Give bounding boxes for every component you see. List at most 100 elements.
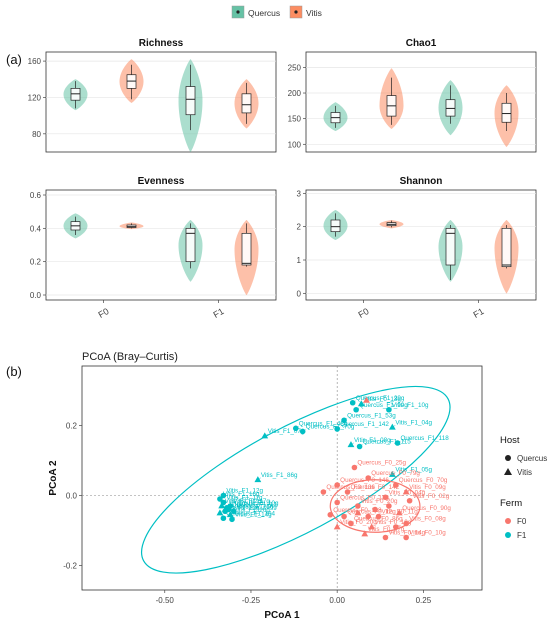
pcoa-title: PCoA (Bray–Curtis) — [82, 351, 178, 363]
y-axis-label: PCoA 2 — [48, 460, 59, 496]
box-iqr — [445, 227, 456, 266]
point-label: Vitis_F1_05g — [395, 467, 432, 474]
point-label: Vitis_F1_25g — [237, 503, 274, 510]
y-tick-label: 250 — [288, 63, 302, 72]
point-label: Quercus_F1_104 — [226, 510, 275, 517]
box-iqr — [241, 232, 252, 266]
point-label: Quercus_F0_79g — [371, 470, 420, 477]
pcoa-panel: PCoA (Bray–Curtis) -0.50 -0.25 0.00 0.25 -0.2… — [48, 351, 483, 621]
x-tick-label: 0.25 — [416, 596, 432, 605]
scatter-point-circle — [353, 406, 359, 413]
point-label: Quercus_F1_53g — [347, 412, 396, 419]
legend-ferm-title: Ferm — [500, 498, 522, 509]
point-label: Vitis_F0_07g — [368, 526, 405, 533]
box-iqr — [185, 86, 196, 116]
scatter-point-triangle — [388, 423, 396, 430]
panel-label-a: (a) — [6, 52, 22, 67]
scatter-point-circle — [372, 506, 378, 513]
scatter-point-circle — [382, 494, 389, 501]
legend-ferm-key — [505, 518, 511, 524]
x-tick-label: -0.50 — [156, 596, 175, 605]
scatter-point-circle — [403, 534, 409, 541]
point-label: Vitis_F0_13g — [364, 396, 401, 403]
scatter-point-triangle — [363, 396, 370, 403]
panel-label-b: (b) — [6, 364, 22, 379]
scatter-point-circle — [341, 513, 347, 520]
y-tick-label: 0 — [297, 289, 302, 298]
x-tick-label: F0 — [356, 306, 370, 320]
point-label: Vitis_F1_04g — [395, 419, 432, 426]
legend-circle-icon — [505, 455, 511, 461]
scatter-point-triangle — [216, 509, 224, 516]
scatter-point-circle — [386, 406, 392, 413]
point-label: Quercus_F0_12g — [347, 509, 396, 516]
violin-panel-shannon: Shannon 0 1 2 3 F0 F1 — [297, 176, 537, 320]
scatter-point-circle — [320, 489, 327, 495]
point-label: Quercus_F1_48g — [299, 420, 348, 427]
violin-panel-evenness: Evenness 0.0 0.2 0.4 0.6 F0 F1 — [30, 176, 277, 320]
point-label: Quercus_F0_25g — [357, 460, 406, 467]
scatter-point-triangle — [368, 523, 376, 530]
point-label: Quercus_F1_10g — [230, 500, 279, 507]
panel-title: Chao1 — [406, 38, 437, 49]
y-tick-label: 120 — [28, 93, 42, 102]
scatter-point-triangle — [226, 511, 234, 518]
scatter-point-circle — [394, 440, 401, 446]
point-label: Vitis_F1_07g — [268, 428, 305, 435]
point-label: Quercus_F1_70g — [306, 423, 355, 430]
legend-ferm-key — [505, 532, 511, 538]
scatter-point-triangle — [388, 470, 396, 477]
point-label: Vitis_F0_10g — [375, 519, 412, 526]
y-tick-label: 0.0 — [66, 492, 78, 501]
point-label: Vitis_F1_02g — [225, 498, 262, 505]
box-iqr — [501, 227, 512, 268]
point-label: Vitis_F0_10g — [409, 530, 446, 537]
legend-host-label: Vitis — [517, 468, 532, 477]
legend-host-label: Quercus — [517, 454, 547, 463]
y-tick-label: 100 — [288, 140, 302, 149]
scatter-point-circle — [341, 417, 347, 424]
scatter-point-circle — [349, 399, 356, 406]
scatter-point-circle — [356, 443, 363, 450]
y-tick-label: 2 — [297, 223, 302, 232]
pcoa-legend: Host Quercus Vitis Ferm F0 F1 — [500, 435, 547, 540]
point-label: Vitis_F1_11g — [226, 495, 263, 502]
confidence-ellipse-f0 — [329, 479, 421, 533]
y-tick-label: 200 — [288, 89, 302, 98]
point-label: Vitis_F0_09g — [409, 484, 446, 491]
point-label: Vitis_F0_11g — [382, 509, 419, 516]
box-iqr — [241, 93, 252, 114]
scatter-point-triangle — [333, 523, 341, 530]
scatter-point-circle — [344, 489, 351, 495]
point-label: Vitis_F0_20g — [340, 519, 377, 526]
scatter-point-circle — [220, 492, 227, 499]
point-label: Quercus_F0_136 — [326, 484, 375, 491]
scatter-point-circle — [334, 482, 340, 488]
x-tick-label: -0.25 — [242, 596, 261, 605]
pcoa-frame — [81, 365, 483, 591]
y-tick-label: 1 — [297, 256, 302, 265]
scatter-point-circle — [348, 520, 354, 527]
scatter-point-circle — [403, 520, 409, 527]
violin-panel-richness: Richness 80 120 160 — [28, 38, 277, 153]
scatter-point-circle — [365, 513, 372, 520]
scatter-point-circle — [351, 464, 358, 471]
box-iqr — [185, 227, 196, 263]
point-label: Quercus_F1_90g — [359, 402, 408, 409]
legend-host-title: Host — [500, 435, 520, 446]
point-label: Vitis_F0_14g — [388, 530, 425, 537]
y-tick-label: 80 — [32, 130, 41, 139]
scatter-point-triangle — [402, 488, 410, 495]
point-label: Quercus_F1_29g — [356, 395, 405, 402]
y-tick-label: 150 — [288, 115, 302, 124]
scatter-point-circle — [292, 425, 299, 432]
scatter-point-circle — [225, 506, 232, 513]
legend-label-quercus: Quercus — [248, 8, 280, 18]
x-tick-label: F1 — [471, 306, 485, 320]
scatter-point-circle — [386, 503, 392, 509]
y-tick-label: 160 — [28, 57, 42, 66]
point-label: Quercus_F0_146 — [340, 477, 389, 484]
panel-title: Richness — [139, 38, 184, 49]
